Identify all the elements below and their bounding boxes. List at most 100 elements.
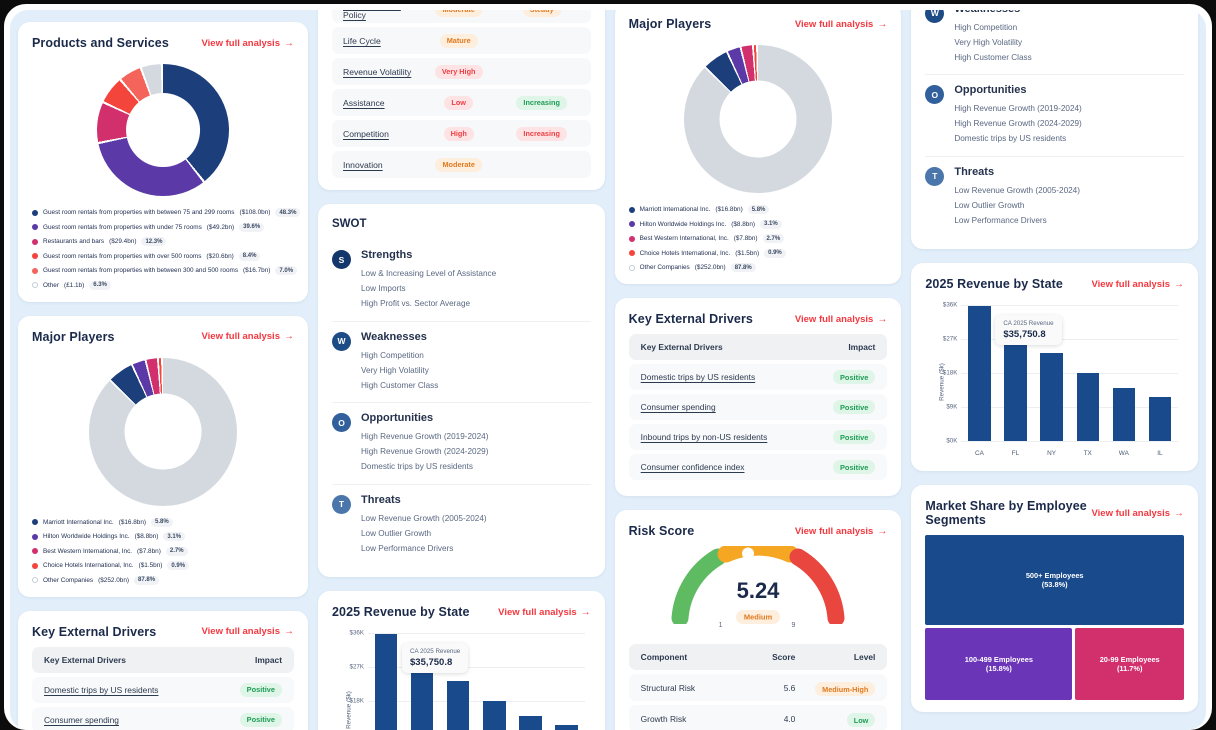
legend-dot-icon bbox=[32, 282, 38, 288]
bar-column-FL[interactable] bbox=[404, 633, 440, 730]
view-full-analysis-link[interactable]: View full analysis → bbox=[498, 607, 591, 618]
table-row[interactable]: Domestic trips by US residents Positive bbox=[32, 676, 294, 703]
bar[interactable] bbox=[447, 681, 470, 730]
table-row[interactable]: Regulation and Policy Moderate Steady bbox=[332, 10, 591, 23]
status-badge: Medium bbox=[735, 609, 781, 624]
gauge-arc-red bbox=[789, 548, 845, 624]
x-axis-tick: NY bbox=[1047, 450, 1057, 458]
bar-column-NY[interactable] bbox=[440, 633, 476, 730]
factor-name-link[interactable]: Revenue Volatility bbox=[343, 66, 412, 77]
legend-percent: 5.8% bbox=[151, 517, 173, 527]
bar-column-NY[interactable] bbox=[1034, 305, 1070, 442]
bar[interactable] bbox=[410, 664, 434, 730]
x-axis-tick: CA bbox=[974, 450, 984, 458]
list-item: Domestic trips by US residents bbox=[361, 462, 473, 472]
list-item: Low Performance Drivers bbox=[361, 543, 454, 553]
driver-name-link[interactable]: Inbound trips by non-US residents bbox=[640, 432, 768, 442]
table-row[interactable]: Domestic trips by US residents Positive bbox=[628, 364, 888, 390]
table-row[interactable]: Competition High Increasing bbox=[332, 120, 591, 147]
view-full-analysis-link[interactable]: View full analysis → bbox=[795, 314, 888, 325]
gauge-svg bbox=[671, 546, 845, 624]
bar[interactable] bbox=[1148, 396, 1172, 442]
bar-column-IL[interactable] bbox=[1142, 305, 1178, 442]
status-badge: Positive bbox=[239, 682, 282, 697]
legend-dot-icon bbox=[32, 562, 38, 569]
x-axis-tick: IL bbox=[1157, 450, 1163, 458]
bar[interactable] bbox=[374, 634, 398, 730]
swot-block-strengths: S Strengths Low & Increasing Level of Assi… bbox=[332, 240, 591, 321]
table-row[interactable]: Inbound trips by non-US residents Positiv… bbox=[628, 424, 888, 450]
bar-column-CA[interactable] bbox=[368, 633, 404, 730]
factor-name-link[interactable]: Life Cycle bbox=[343, 35, 381, 46]
table-row[interactable]: Revenue Volatility Very High bbox=[332, 58, 591, 85]
y-axis-tick: $18K bbox=[349, 697, 364, 705]
bar-column-TX[interactable] bbox=[476, 633, 512, 730]
table-row[interactable]: Consumer confidence index Positive bbox=[628, 454, 888, 480]
bar-column-WA[interactable] bbox=[1106, 305, 1142, 442]
bar-column-WA[interactable] bbox=[512, 633, 548, 730]
swot-blocks: Low & Increasing Level of AssistanceLow … bbox=[925, 10, 1185, 237]
bar[interactable] bbox=[1040, 353, 1063, 442]
view-full-analysis-link[interactable]: View full analysis → bbox=[1092, 508, 1185, 519]
legend-amount: ($20.6bn) bbox=[206, 252, 234, 260]
legend-label: Marriott International Inc. bbox=[43, 518, 114, 526]
major-players-legend: Marriott International Inc. ($16.8bn) 5.8%… bbox=[628, 203, 888, 272]
column-two: Regulation and Policy Moderate Steady Life … bbox=[318, 10, 605, 730]
table-row[interactable]: Consumer spending Positive bbox=[628, 394, 888, 420]
bar[interactable] bbox=[555, 724, 578, 730]
view-full-analysis-link[interactable]: View full analysis → bbox=[1092, 279, 1185, 290]
arrow-right-icon: → bbox=[580, 606, 591, 618]
factor-name-link[interactable]: Competition bbox=[343, 128, 389, 139]
view-link-label: View full analysis bbox=[498, 606, 577, 618]
risk-component-name: Structural Risk bbox=[640, 682, 696, 693]
table-row[interactable]: Assistance Low Increasing bbox=[332, 89, 591, 116]
legend-amount: ($1.5bn) bbox=[138, 562, 163, 569]
bar[interactable] bbox=[483, 701, 506, 730]
page-title: Market Share by Employee Segments bbox=[925, 499, 1087, 528]
table-row[interactable]: Consumer spending Positive bbox=[32, 706, 294, 730]
driver-name-link[interactable]: Domestic trips by US residents bbox=[640, 372, 756, 382]
factor-name-link[interactable]: Assistance bbox=[343, 97, 385, 108]
swot-body: Threats Low Revenue Growth (2005-2024) Low… bbox=[361, 494, 591, 557]
column-header-impact: Impact bbox=[848, 342, 876, 352]
treemap-cell[interactable]: 20-99 Employees (11.7%) bbox=[1075, 628, 1185, 701]
treemap-percent: (15.8%) bbox=[985, 664, 1012, 674]
factor-name-link[interactable]: Innovation bbox=[343, 159, 383, 170]
swot-block-weaknesses: W Weaknesses High Competition Very High Vol… bbox=[332, 320, 591, 403]
table-row[interactable]: Life Cycle Mature bbox=[332, 27, 591, 54]
view-full-analysis-link[interactable]: View full analysis → bbox=[201, 38, 294, 49]
table-row[interactable]: Innovation Moderate bbox=[332, 151, 591, 178]
view-full-analysis-link[interactable]: View full analysis → bbox=[201, 331, 294, 342]
bar[interactable] bbox=[968, 306, 991, 442]
legend-item: Hilton Worldwide Holdings Inc. ($8.8bn) 3.… bbox=[32, 532, 294, 541]
bar[interactable] bbox=[519, 715, 542, 730]
view-full-analysis-link[interactable]: View full analysis → bbox=[201, 626, 294, 637]
factor-name-link[interactable]: Regulation and Policy bbox=[343, 10, 366, 20]
y-axis-tick: $36K bbox=[349, 629, 364, 637]
y-axis-tick: $0K bbox=[946, 437, 958, 445]
bar[interactable] bbox=[1112, 387, 1136, 442]
bar-column-FL[interactable] bbox=[997, 305, 1033, 442]
bar-column-CA[interactable] bbox=[961, 305, 997, 442]
page-title: Risk Score bbox=[628, 524, 695, 538]
driver-name-link[interactable]: Consumer spending bbox=[640, 402, 716, 412]
swot-badge-icon: O bbox=[332, 413, 351, 433]
view-full-analysis-link[interactable]: View full analysis → bbox=[795, 526, 888, 537]
list-item: High Profit vs. Sector Average bbox=[361, 299, 471, 309]
bar-column-TX[interactable] bbox=[1070, 305, 1106, 442]
donut-chart-wrapper bbox=[32, 58, 294, 206]
swot-body: Weaknesses High Competition Very High Vola… bbox=[954, 10, 1184, 65]
bar[interactable] bbox=[1004, 336, 1027, 442]
driver-name-link[interactable]: Domestic trips by US residents bbox=[44, 684, 159, 695]
driver-name-link[interactable]: Consumer spending bbox=[44, 714, 119, 725]
treemap-cell[interactable]: 100-499 Employees (15.8%) bbox=[925, 628, 1073, 701]
risk-score-value: 5.24 bbox=[736, 578, 780, 603]
treemap-cell[interactable]: 500+ Employees (53.8%) bbox=[925, 535, 1185, 626]
gauge-min-label: 1 bbox=[718, 622, 723, 629]
bar[interactable] bbox=[1076, 373, 1099, 442]
status-badge: High bbox=[443, 126, 474, 141]
driver-name-link[interactable]: Consumer confidence index bbox=[640, 462, 745, 472]
bar-column-IL[interactable] bbox=[549, 633, 585, 730]
page-title: 2025 Revenue by State bbox=[925, 277, 1063, 292]
view-full-analysis-link[interactable]: View full analysis → bbox=[795, 19, 888, 30]
